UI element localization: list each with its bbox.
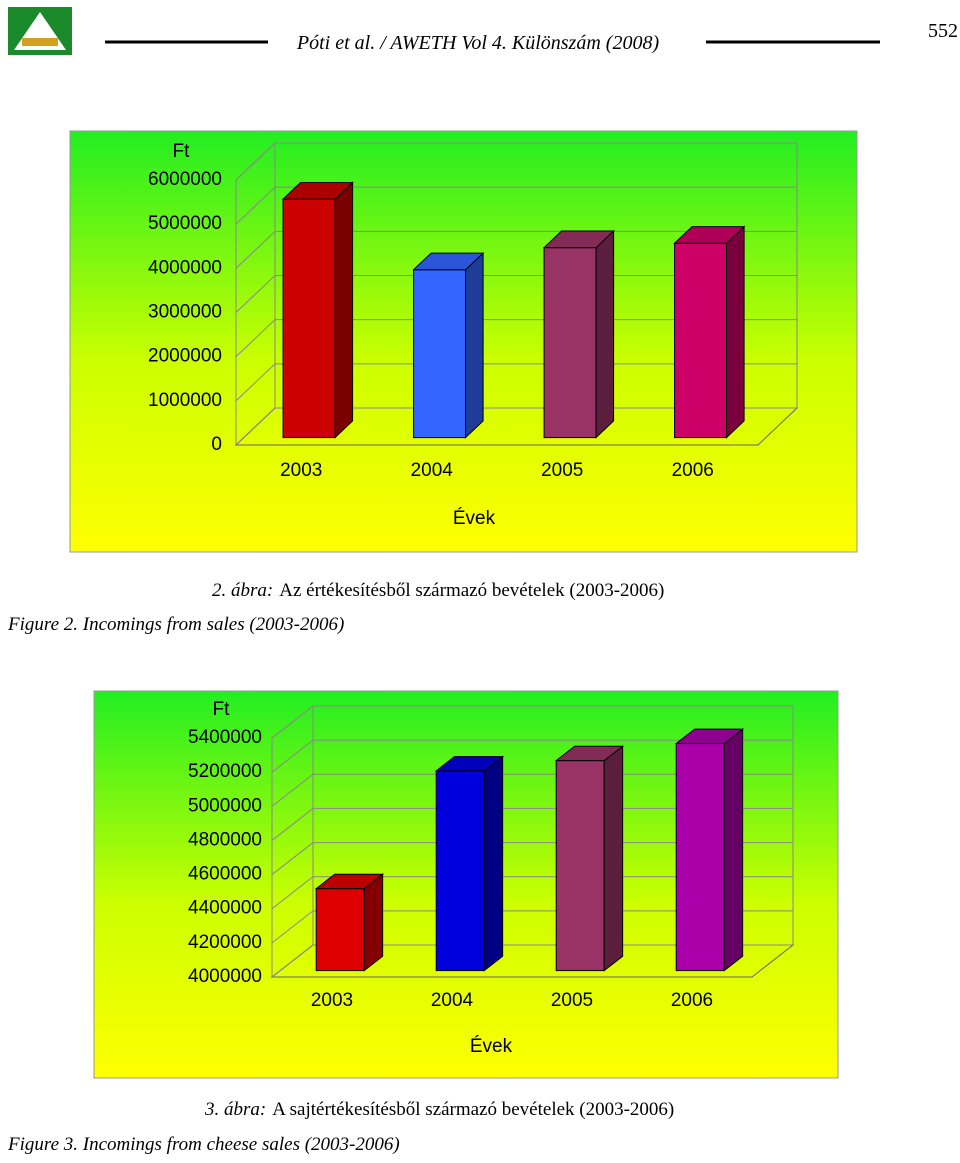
bar-top-shade — [544, 231, 614, 248]
y-tick-label: 0 — [211, 434, 222, 455]
caption-english: Figure 2. Incomings from sales (2003-200… — [7, 614, 344, 635]
bar — [543, 247, 597, 439]
y-axis-label: Ft — [173, 141, 191, 162]
bar-top-shade — [556, 746, 623, 761]
y-tick-label: 4200000 — [188, 932, 262, 953]
grid-line — [271, 773, 314, 807]
y-tick-label: 4000000 — [148, 257, 222, 278]
bar-top — [554, 745, 625, 762]
y-tick-label: 2000000 — [148, 346, 222, 367]
caption-text: A sajtértékesítésből származó bevételek … — [272, 1099, 674, 1120]
x-tick-label: 2003 — [280, 460, 322, 481]
x-tick-label: 2005 — [551, 990, 593, 1011]
bar-side-shade — [465, 253, 484, 438]
grid-line — [235, 407, 276, 446]
bar — [435, 770, 485, 972]
chart: 4000000 4200000 4400000 4600000 4800000 50000… — [93, 690, 839, 1079]
bar-top-shade — [283, 182, 353, 200]
x-tick-label: 2006 — [671, 990, 713, 1011]
bar — [555, 760, 605, 972]
x-tick-label: 2004 — [411, 460, 454, 481]
y-tick-label: 4600000 — [188, 864, 262, 885]
caption-label: 3. ábra: — [204, 1099, 266, 1120]
grid-line — [271, 842, 314, 875]
bar-top — [542, 230, 615, 249]
chart: 0 1000000 2000000 3000000 4000000 5000000 6000… — [69, 130, 858, 553]
y-tick-label: 3000000 — [148, 302, 222, 323]
page-number: 552 — [928, 20, 958, 42]
bar-top-shade — [436, 756, 503, 771]
caption-english: Figure 3. Incomings from cheese sales (2… — [7, 1134, 400, 1155]
y-tick-label: 1000000 — [148, 390, 222, 411]
caption-text: Az értékesítésből származó bevételek (20… — [279, 580, 664, 601]
bar-side-shade — [596, 231, 614, 438]
caption-label: 2. ábra: — [212, 580, 273, 601]
bar-top — [314, 873, 385, 890]
x-tick-label: 2004 — [431, 990, 474, 1011]
grid-line — [235, 275, 276, 313]
grid-line — [271, 876, 314, 910]
y-tick-label: 4400000 — [188, 898, 262, 919]
y-tick-label: 4000000 — [188, 966, 262, 987]
bar-side-shade — [364, 874, 383, 971]
grid-line — [271, 705, 314, 739]
grid-line — [235, 319, 276, 358]
y-tick-label: 5400000 — [188, 727, 262, 748]
bar — [282, 198, 336, 439]
bar-top — [281, 181, 354, 200]
bar-side-shade — [726, 226, 745, 438]
grid-line — [235, 230, 276, 269]
logo — [8, 7, 72, 55]
grid-line — [271, 739, 314, 773]
bar-side-shade — [604, 746, 623, 971]
bar-top — [673, 226, 746, 244]
x-axis-label: Évek — [453, 508, 496, 529]
grid-line — [235, 363, 276, 402]
bar-side-shade — [484, 756, 503, 971]
bar — [674, 242, 728, 439]
y-axis-label: Ft — [213, 699, 231, 720]
bar-top-shade — [413, 253, 484, 270]
grid-line — [271, 944, 314, 978]
bar-top-shade — [316, 874, 383, 889]
grid-line — [235, 186, 276, 225]
y-tick-label: 4800000 — [188, 829, 262, 850]
bar-side-shade — [335, 182, 353, 438]
bar-side-shade — [724, 729, 743, 971]
bar-top-shade — [676, 729, 743, 744]
grid-line — [271, 808, 314, 841]
bar-top — [674, 728, 745, 745]
caption: 2. ábra: Az értékesítésből származó bevét… — [212, 580, 664, 601]
bar — [315, 888, 365, 972]
bar — [675, 743, 725, 972]
x-tick-label: 2003 — [311, 990, 353, 1011]
x-tick-label: 2005 — [541, 460, 583, 481]
y-tick-label: 5000000 — [148, 213, 222, 234]
y-tick-label: 5000000 — [188, 795, 262, 816]
bar-top — [412, 252, 485, 271]
x-axis-label: Évek — [470, 1036, 513, 1057]
bar — [413, 269, 467, 439]
bar-top — [434, 755, 505, 772]
caption: 3. ábra: A sajtértékesítésből származó be… — [204, 1099, 674, 1120]
grid-line — [271, 910, 314, 944]
x-tick-label: 2006 — [672, 460, 714, 481]
y-tick-label: 6000000 — [148, 169, 222, 190]
bar-top-shade — [674, 226, 745, 244]
grid-line — [235, 142, 276, 181]
journal-header: Póti et al. / AWETH Vol 4. Különszám (20… — [296, 32, 660, 54]
y-tick-label: 5200000 — [188, 761, 262, 782]
